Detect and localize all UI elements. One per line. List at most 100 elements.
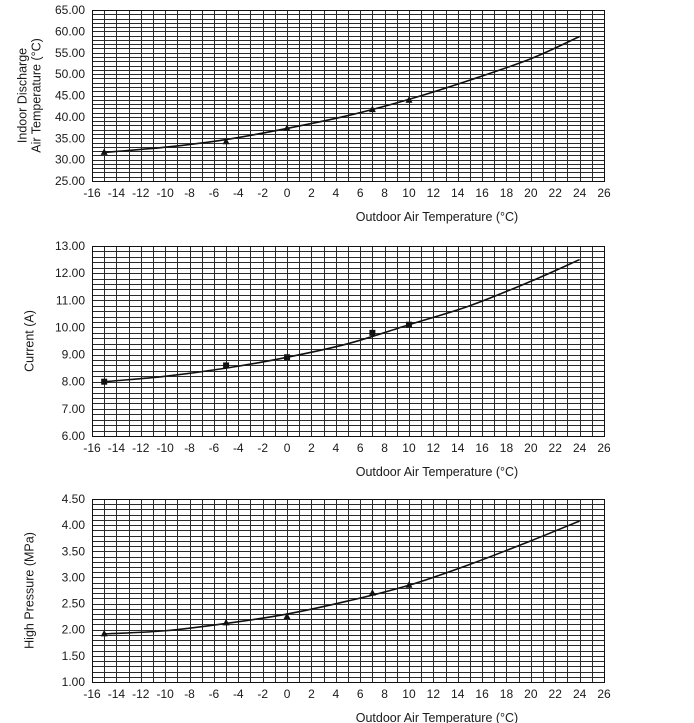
- x-tick-label: -12: [132, 186, 150, 200]
- x-tick-label: -14: [108, 186, 126, 200]
- y-axis-title: Indoor Discharge: [15, 48, 29, 143]
- y-tick-label: 2.50: [62, 597, 86, 611]
- x-tick-label: 20: [524, 441, 538, 455]
- y-tick-label: 45.00: [55, 89, 85, 103]
- data-point-triangle: [283, 124, 291, 131]
- x-tick-label: 4: [332, 186, 339, 200]
- x-tick-label: -16: [83, 186, 101, 200]
- plot-frame: [91, 9, 606, 183]
- x-tick-label: -8: [184, 186, 195, 200]
- y-axis-title: Air Temperature (°C): [29, 38, 43, 153]
- series-curve: [104, 258, 580, 383]
- y-tick-label: 12.00: [55, 266, 85, 280]
- x-tick-label: 14: [451, 441, 465, 455]
- x-tick-label: -16: [83, 441, 101, 455]
- x-axis-title: Outdoor Air Temperature (°C): [356, 465, 518, 479]
- data-point-triangle: [368, 105, 376, 113]
- x-tick-label: 8: [381, 186, 388, 200]
- data-point-triangle: [283, 612, 291, 620]
- x-tick-label: 10: [402, 186, 416, 200]
- x-tick-label: 4: [332, 441, 339, 455]
- plot-frame: [91, 245, 606, 438]
- x-tick-label: 24: [573, 441, 587, 455]
- x-tick-label: -12: [132, 441, 150, 455]
- y-tick-label: 4.50: [62, 492, 86, 506]
- x-tick-label: 6: [357, 441, 364, 455]
- x-tick-label: 22: [549, 186, 563, 200]
- y-axis-title: Current (A): [22, 310, 36, 372]
- x-tick-label: 2: [308, 441, 315, 455]
- x-tick-label: 26: [597, 441, 611, 455]
- x-axis-title: Outdoor Air Temperature (°C): [356, 711, 518, 723]
- series-curve: [104, 520, 580, 635]
- x-tick-label: 2: [308, 687, 315, 701]
- x-tick-label: -12: [132, 687, 150, 701]
- y-tick-label: 10.00: [55, 320, 85, 334]
- data-point-triangle: [405, 96, 413, 103]
- x-tick-label: 6: [357, 186, 364, 200]
- data-point-triangle: [100, 629, 108, 637]
- x-tick-label: 24: [573, 687, 587, 701]
- data-point-triangle: [222, 137, 230, 145]
- x-tick-label: 0: [284, 441, 291, 455]
- y-tick-label: 13.00: [55, 239, 85, 253]
- x-tick-label: 18: [500, 687, 514, 701]
- data-point-square: [284, 354, 291, 361]
- y-tick-label: 3.00: [62, 570, 86, 584]
- data-point-triangle: [405, 581, 413, 588]
- y-tick-label: 1.50: [62, 649, 86, 663]
- x-tick-label: 16: [475, 441, 489, 455]
- chart-panel-1: 25.00 30.00 35.00 40.00 45.00 50.00 55.00 60.00…: [15, 3, 611, 224]
- y-axis-title: High Pressure (MPa): [22, 532, 36, 649]
- x-tick-label: 8: [381, 687, 388, 701]
- x-tick-label: 8: [381, 441, 388, 455]
- x-tick-label: 12: [427, 441, 441, 455]
- x-tick-label: -4: [233, 186, 244, 200]
- y-tick-label: 8.00: [62, 375, 86, 389]
- x-tick-label: 0: [284, 687, 291, 701]
- x-tick-label: -10: [156, 687, 174, 701]
- y-tick-label: 50.00: [55, 67, 85, 81]
- y-tick-label: 35.00: [55, 131, 85, 145]
- y-tick-label: 55.00: [55, 46, 85, 60]
- y-tick-label: 60.00: [55, 24, 85, 38]
- x-tick-label: -2: [257, 441, 268, 455]
- y-tick-label: 3.50: [62, 544, 86, 558]
- x-tick-label: -8: [184, 687, 195, 701]
- x-tick-label: 20: [524, 186, 538, 200]
- y-tick-label: 6.00: [62, 429, 86, 443]
- y-tick-label: 2.00: [62, 623, 86, 637]
- x-tick-label: 26: [597, 186, 611, 200]
- x-tick-label: -10: [156, 186, 174, 200]
- series-curve: [104, 35, 580, 154]
- x-tick-label: -8: [184, 441, 195, 455]
- x-tick-label: 4: [332, 687, 339, 701]
- x-tick-label: -4: [233, 687, 244, 701]
- x-tick-label: -6: [209, 186, 220, 200]
- y-tick-label: 65.00: [55, 3, 85, 17]
- x-tick-label: 14: [451, 186, 465, 200]
- x-tick-label: 20: [524, 687, 538, 701]
- chart-panel-2: 6.007.008.009.0010.0011.0012.0013.00-16-…: [22, 239, 611, 479]
- x-tick-label: 24: [573, 186, 587, 200]
- data-point-square: [405, 321, 412, 328]
- x-tick-label: -6: [209, 441, 220, 455]
- chart-panel-3: 1.00 1.50 2.00 2.50 3.00 3.50 4.00 4.50 -16 -14 -1…: [22, 492, 611, 723]
- x-tick-label: 6: [357, 687, 364, 701]
- x-tick-label: -14: [108, 441, 126, 455]
- x-axis-title: Outdoor Air Temperature (°C): [356, 210, 518, 224]
- x-tick-label: 22: [549, 441, 563, 455]
- x-tick-label: 16: [475, 186, 489, 200]
- x-tick-label: -4: [233, 441, 244, 455]
- x-tick-label: -2: [257, 186, 268, 200]
- x-tick-label: 0: [284, 186, 291, 200]
- y-tick-label: 25.00: [55, 174, 85, 188]
- x-tick-label: 10: [402, 441, 416, 455]
- x-tick-label: -16: [83, 687, 101, 701]
- x-tick-label: 26: [597, 687, 611, 701]
- x-tick-label: 10: [402, 687, 416, 701]
- x-tick-label: 18: [500, 186, 514, 200]
- x-tick-label: -10: [156, 441, 174, 455]
- data-point-triangle: [368, 589, 376, 596]
